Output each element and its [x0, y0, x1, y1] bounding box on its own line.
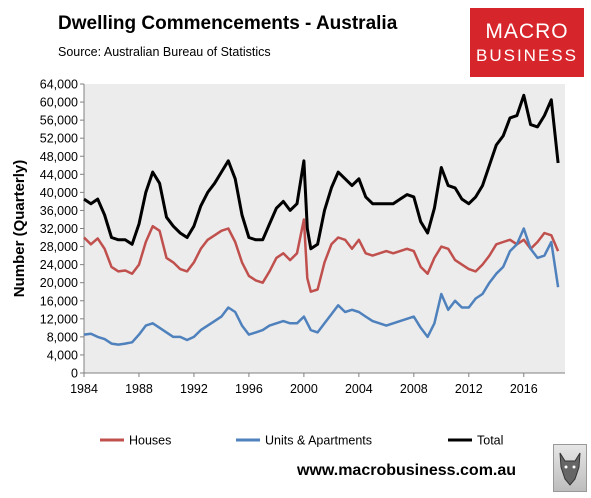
y-tick-label: 52,000 — [40, 132, 78, 146]
y-tick-label: 24,000 — [40, 258, 78, 272]
y-tick-label: 64,000 — [40, 78, 78, 92]
logo-line-2: BUSINESS — [476, 46, 578, 65]
x-tick-label: 2008 — [400, 382, 428, 396]
x-tick-label: 1984 — [70, 382, 98, 396]
y-tick-label: 32,000 — [40, 222, 78, 236]
y-tick-label: 4,000 — [47, 348, 78, 362]
y-tick-label: 8,000 — [47, 330, 78, 344]
legend-label: Houses — [129, 434, 171, 448]
x-tick-label: 2012 — [455, 382, 483, 396]
series-line-houses — [83, 218, 560, 293]
legend-label: Units & Apartments — [265, 434, 372, 448]
y-tick-label: 56,000 — [40, 114, 78, 128]
x-tick-label: 2000 — [290, 382, 318, 396]
y-tick-label: 40,000 — [40, 186, 78, 200]
website-url[interactable]: www.macrobusiness.com.au — [297, 462, 517, 479]
macrobusiness-logo[interactable]: MACRO BUSINESS — [470, 8, 584, 77]
logo-line-1: MACRO — [485, 20, 569, 43]
y-tick-label: 20,000 — [40, 276, 78, 290]
series-line-units-apartments — [83, 227, 560, 346]
y-tick-label: 60,000 — [40, 96, 78, 110]
x-tick-label: 1992 — [180, 382, 208, 396]
wolf-head-icon — [553, 444, 587, 492]
y-tick-label: 16,000 — [40, 294, 78, 308]
x-tick-label: 2016 — [510, 382, 538, 396]
y-axis-label: Number (Quarterly) — [11, 160, 28, 298]
x-tick-label: 1996 — [235, 382, 263, 396]
x-tick-label: 2004 — [345, 382, 373, 396]
chart-subtitle: Source: Australian Bureau of Statistics — [58, 45, 271, 59]
y-tick-label: 12,000 — [40, 312, 78, 326]
y-tick-label: 0 — [71, 367, 78, 381]
x-tick-label: 1988 — [125, 382, 153, 396]
y-tick-label: 28,000 — [40, 240, 78, 254]
series-line-total — [83, 93, 560, 251]
legend-label: Total — [477, 434, 503, 448]
page-title: Dwelling Commencements - Australia — [58, 13, 398, 34]
y-tick-label: 44,000 — [40, 168, 78, 182]
y-tick-label: 36,000 — [40, 204, 78, 218]
y-tick-label: 48,000 — [40, 150, 78, 164]
